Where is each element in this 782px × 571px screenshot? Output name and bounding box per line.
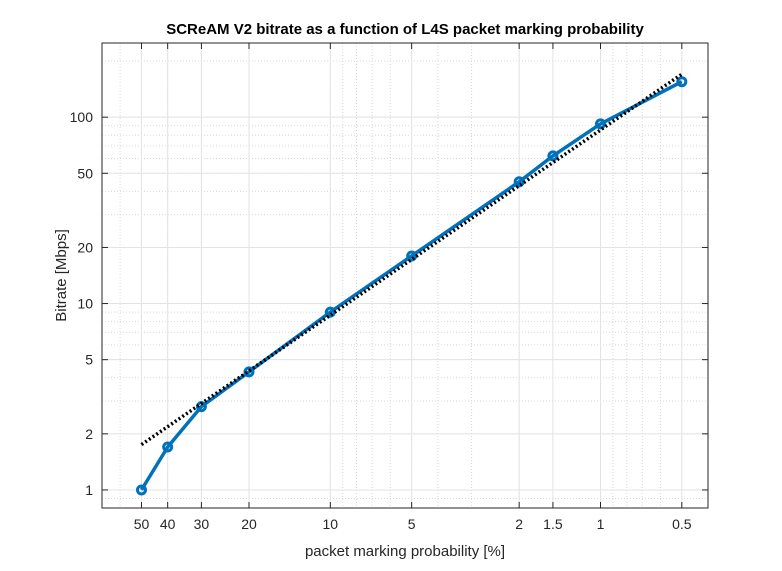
tick-layer: 50 40 30 20 10 5 2 1.5 1 0.5 1 2 5 10 20 50 100 <box>70 43 708 532</box>
x-tick-label: 5 <box>408 516 416 532</box>
grid-layer <box>101 43 709 509</box>
data-point-marker <box>135 484 147 496</box>
data-point-marker <box>406 250 418 262</box>
plot-frame <box>101 42 709 509</box>
x-tick-label: 2 <box>515 516 523 532</box>
x-tick-label: 10 <box>323 516 339 532</box>
x-tick-label: 1 <box>597 516 605 532</box>
y-tick-label: 20 <box>77 239 93 255</box>
x-tick-label: 1.5 <box>543 516 563 532</box>
x-axis-label: packet marking probability [%] <box>305 543 505 560</box>
data-point-marker <box>513 176 525 188</box>
series-layer <box>135 72 688 496</box>
x-tick-label: 50 <box>134 516 150 532</box>
x-tick-label: 40 <box>160 516 176 532</box>
data-point-marker <box>162 441 174 453</box>
data-point-marker <box>547 150 559 162</box>
plot-area <box>102 43 708 508</box>
data-point-marker <box>324 306 336 318</box>
y-tick-label: 1 <box>85 482 93 498</box>
x-tick-label: 0.5 <box>672 516 692 532</box>
x-tick-label: 20 <box>241 516 257 532</box>
y-tick-label: 5 <box>85 352 93 368</box>
chart-title: SCReAM V2 bitrate as a function of L4S p… <box>166 21 644 38</box>
y-tick-label: 10 <box>77 296 93 312</box>
fit-line <box>140 72 683 447</box>
y-tick-label: 2 <box>85 426 93 442</box>
y-axis-label: Bitrate [Mbps] <box>53 229 70 322</box>
data-point-marker <box>676 76 688 88</box>
bitrate-line <box>140 80 683 491</box>
x-tick-label: 30 <box>194 516 210 532</box>
y-tick-label: 100 <box>70 109 94 125</box>
y-tick-label: 50 <box>77 165 93 181</box>
data-point-marker <box>594 118 606 130</box>
